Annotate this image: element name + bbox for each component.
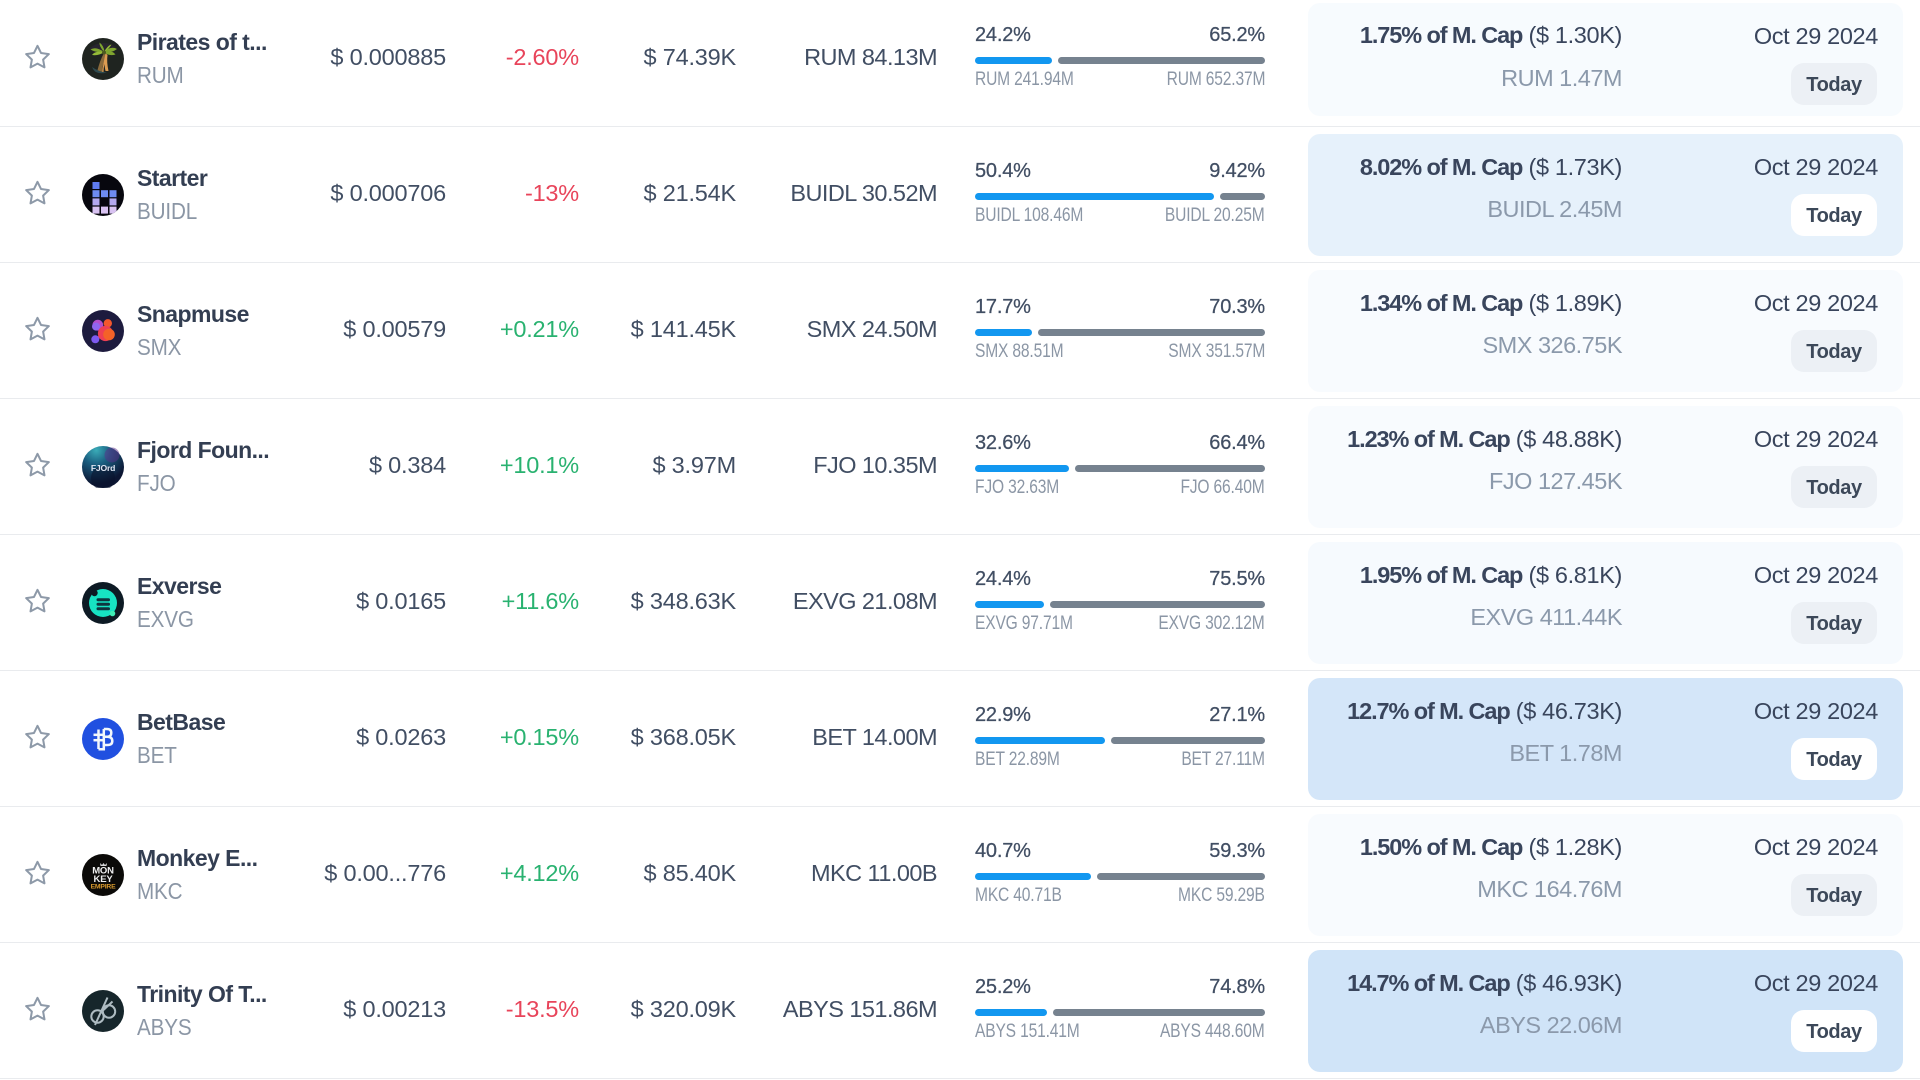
svg-text:KEY: KEY bbox=[94, 874, 114, 885]
svg-text:MON: MON bbox=[92, 865, 114, 876]
svg-text:EMPIRE: EMPIRE bbox=[91, 883, 117, 890]
svg-text:FJOrd: FJOrd bbox=[91, 462, 115, 472]
